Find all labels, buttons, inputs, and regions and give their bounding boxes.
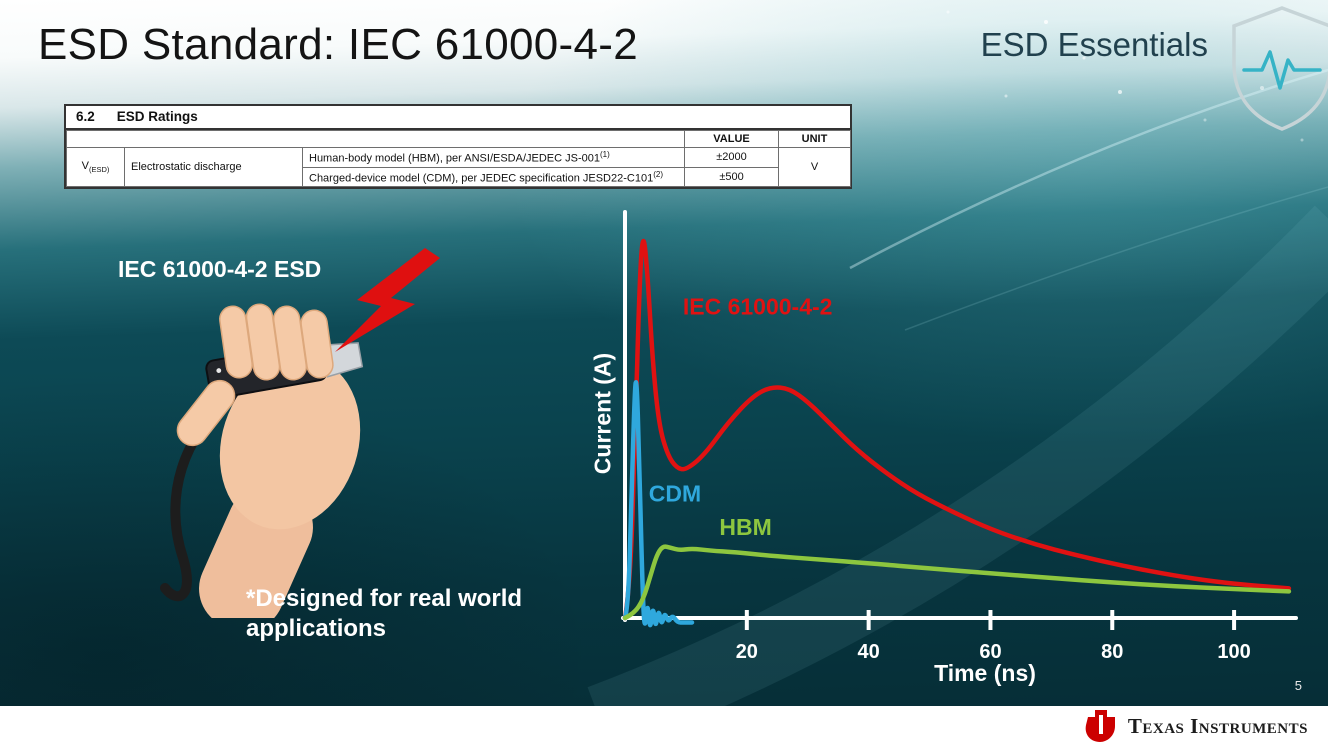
x-axis-label: Time (ns): [934, 660, 1036, 686]
hand-connector-illustration: [160, 248, 440, 618]
footnote-text: *Designed for real world applications: [246, 585, 523, 642]
ti-logo-icon: [1085, 710, 1115, 742]
illustration-label: IEC 61000-4-2 ESD: [118, 256, 322, 282]
lightning-bolt-icon: [335, 248, 440, 352]
table-header-row: VALUE UNIT: [65, 130, 852, 148]
table-section-number: 6.2: [76, 109, 95, 124]
table-row-cdm: Charged-device model (CDM), per JEDEC sp…: [67, 166, 851, 188]
hbm-value-cell: ±2000: [684, 147, 780, 168]
table-section-title: ESD Ratings: [116, 109, 198, 124]
cdm-value-cell: ±500: [684, 166, 780, 188]
param-name-cell: Electrostatic discharge: [124, 146, 303, 188]
page-title: ESD Standard: IEC 61000-4-2: [38, 20, 638, 69]
ratings-table-grid: VALUE UNIT V(ESD) Electrostatic discharg…: [65, 130, 852, 188]
unit-column-header: UNIT: [778, 130, 852, 148]
brand-wordmark: Texas Instruments: [1127, 713, 1308, 738]
unit-cell: V: [778, 146, 852, 188]
param-symbol-cell: V(ESD): [66, 146, 125, 188]
palm: [219, 356, 361, 530]
esd-ratings-table: 6.2 ESD Ratings VALUE UNIT V(ESD) Electr…: [64, 104, 852, 190]
value-column-header: VALUE: [684, 130, 780, 148]
esd-shield-icon: [1222, 2, 1328, 134]
esd-essentials-label: ESD Essentials: [980, 26, 1208, 63]
footer-bar: Texas Instruments: [0, 706, 1328, 746]
table-row-hbm: V(ESD) Electrostatic discharge Human-bod…: [66, 146, 852, 188]
empty-header-cell: [65, 130, 686, 148]
thumb: [176, 379, 236, 447]
table-caption: 6.2 ESD Ratings: [66, 106, 850, 130]
hbm-description-cell: Human-body model (HBM), per ANSI/ESDA/JE…: [301, 147, 686, 168]
slide-page-number: 5: [1294, 678, 1302, 693]
cdm-description-cell: Charged-device model (CDM), per JEDEC sp…: [301, 166, 686, 188]
y-axis-label: Current (A): [589, 352, 616, 475]
fingers: [219, 303, 334, 381]
